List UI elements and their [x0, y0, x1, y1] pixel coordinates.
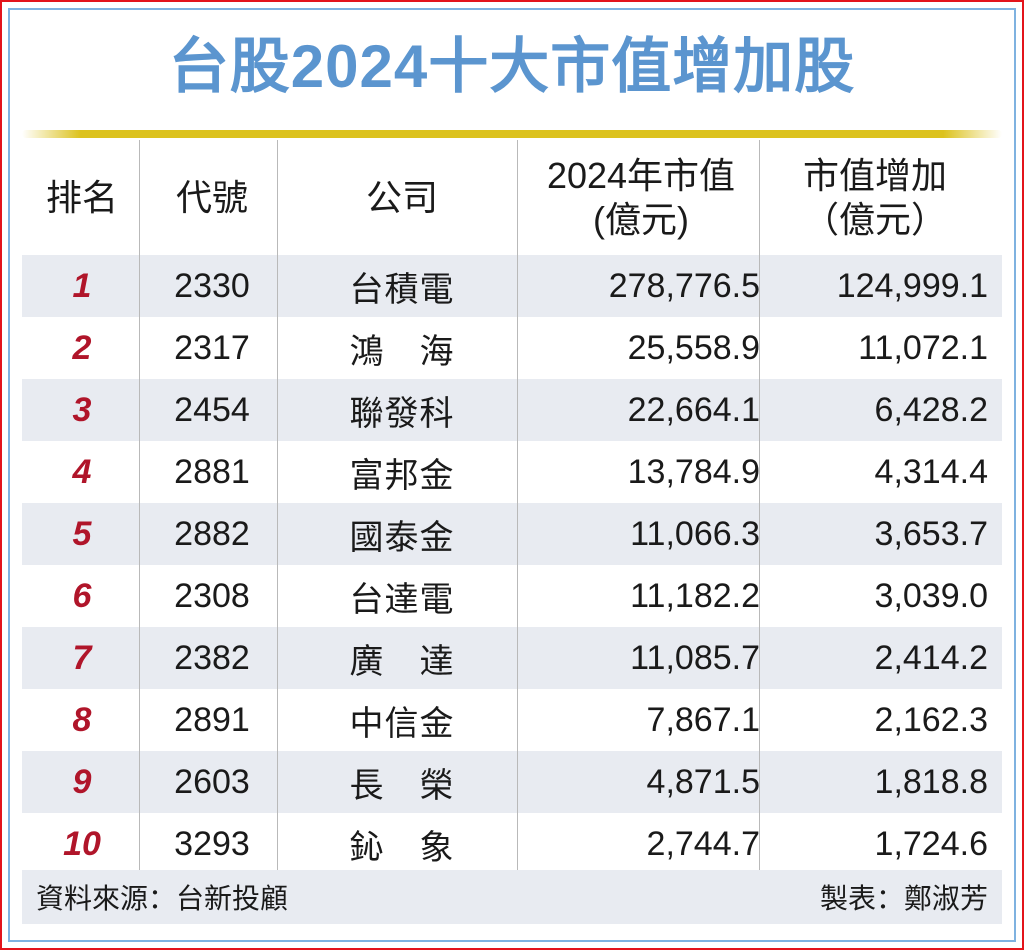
- code-cell: 2454: [174, 390, 250, 429]
- table-row: 7 2382 廣 達 11,085.7 2,414.2: [22, 627, 1002, 689]
- header-rank: 排名: [45, 176, 118, 218]
- company-cell: 長 榮: [349, 766, 455, 805]
- code-cell: 2881: [174, 452, 250, 491]
- market-cap-cell: 11,085.7: [630, 638, 760, 677]
- increase-cell: 4,314.4: [874, 452, 988, 491]
- rank-cell: 5: [72, 514, 92, 553]
- company-cell: 聯發科: [349, 394, 455, 433]
- chart-title: 台股2024十大市值增加股: [168, 33, 856, 100]
- header-increase-line2: （億元）: [802, 198, 947, 240]
- company-cell: 台積電: [349, 270, 455, 309]
- header-increase: 市值增加 （億元）: [762, 140, 988, 255]
- code-cell: 2882: [174, 514, 250, 553]
- company-cell: 廣 達: [349, 642, 455, 681]
- market-cap-cell: 13,784.9: [627, 452, 760, 491]
- code-cell: 3293: [174, 824, 250, 863]
- code-cell: 2603: [174, 762, 250, 801]
- header-increase-line1: 市值增加: [802, 154, 947, 196]
- column-divider: [517, 140, 518, 870]
- increase-cell: 11,072.1: [858, 328, 988, 367]
- table-row: 8 2891 中信金 7,867.1 2,162.3: [22, 689, 1002, 751]
- column-divider: [277, 140, 278, 870]
- chart-author: 製表：鄭淑芳: [819, 883, 988, 914]
- table-row: 1 2330 台積電 278,776.5 124,999.1: [22, 255, 1002, 317]
- data-source: 資料來源：台新投顧: [36, 883, 289, 914]
- table-row: 9 2603 長 榮 4,871.5 1,818.8: [22, 751, 1002, 813]
- increase-cell: 2,162.3: [874, 700, 988, 739]
- table-row: 10 3293 鈊 象 2,744.7 1,724.6: [22, 813, 1002, 875]
- market-cap-cell: 25,558.9: [627, 328, 760, 367]
- increase-cell: 124,999.1: [836, 266, 988, 305]
- code-cell: 2330: [174, 266, 250, 305]
- rank-cell: 6: [72, 576, 92, 615]
- rank-cell: 3: [72, 390, 92, 429]
- market-cap-cell: 4,871.5: [646, 762, 760, 801]
- rank-cell: 2: [72, 328, 92, 367]
- rank-cell: 9: [72, 762, 92, 801]
- code-cell: 2382: [174, 638, 250, 677]
- table-header: 排名 代號 公司 2024年市值 (億元) 市值增加 （億元）: [22, 140, 1002, 255]
- market-cap-cell: 7,867.1: [646, 700, 760, 739]
- increase-cell: 3,653.7: [874, 514, 988, 553]
- table-row: 4 2881 富邦金 13,784.9 4,314.4: [22, 441, 1002, 503]
- company-cell: 台達電: [349, 580, 455, 619]
- footer-bar: 資料來源：台新投顧 製表：鄭淑芳: [22, 870, 1002, 924]
- increase-cell: 1,724.6: [874, 824, 988, 863]
- market-cap-cell: 22,664.1: [627, 390, 760, 429]
- increase-cell: 2,414.2: [874, 638, 988, 677]
- rank-cell: 4: [72, 452, 92, 491]
- rank-cell: 10: [63, 824, 101, 863]
- column-divider: [139, 140, 140, 870]
- table-row: 3 2454 聯發科 22,664.1 6,428.2: [22, 379, 1002, 441]
- header-company: 公司: [365, 176, 438, 218]
- header-market-cap-line1: 2024年市值: [546, 154, 736, 196]
- rank-cell: 1: [72, 266, 92, 305]
- market-cap-cell: 11,182.2: [630, 576, 760, 615]
- increase-cell: 3,039.0: [874, 576, 988, 615]
- header-market-cap: 2024年市值 (億元): [522, 140, 760, 255]
- market-cap-cell: 278,776.5: [608, 266, 760, 305]
- code-cell: 2308: [174, 576, 250, 615]
- code-cell: 2891: [174, 700, 250, 739]
- company-cell: 鈊 象: [349, 828, 455, 867]
- rank-cell: 7: [72, 638, 92, 677]
- column-divider: [759, 140, 760, 870]
- company-cell: 中信金: [349, 704, 455, 743]
- table-row: 2 2317 鴻 海 25,558.9 11,072.1: [22, 317, 1002, 379]
- table-row: 5 2882 國泰金 11,066.3 3,653.7: [22, 503, 1002, 565]
- header-market-cap-line2: (億元): [593, 198, 689, 240]
- increase-cell: 1,818.8: [874, 762, 988, 801]
- company-cell: 國泰金: [349, 518, 455, 557]
- company-cell: 富邦金: [349, 456, 455, 495]
- header-code: 代號: [175, 176, 248, 218]
- code-cell: 2317: [174, 328, 250, 367]
- table-row: 6 2308 台達電 11,182.2 3,039.0: [22, 565, 1002, 627]
- company-cell: 鴻 海: [349, 332, 455, 371]
- market-cap-cell: 2,744.7: [646, 824, 760, 863]
- increase-cell: 6,428.2: [874, 390, 988, 429]
- title-divider: [22, 130, 1002, 138]
- market-cap-cell: 11,066.3: [630, 514, 760, 553]
- rank-cell: 8: [72, 700, 92, 739]
